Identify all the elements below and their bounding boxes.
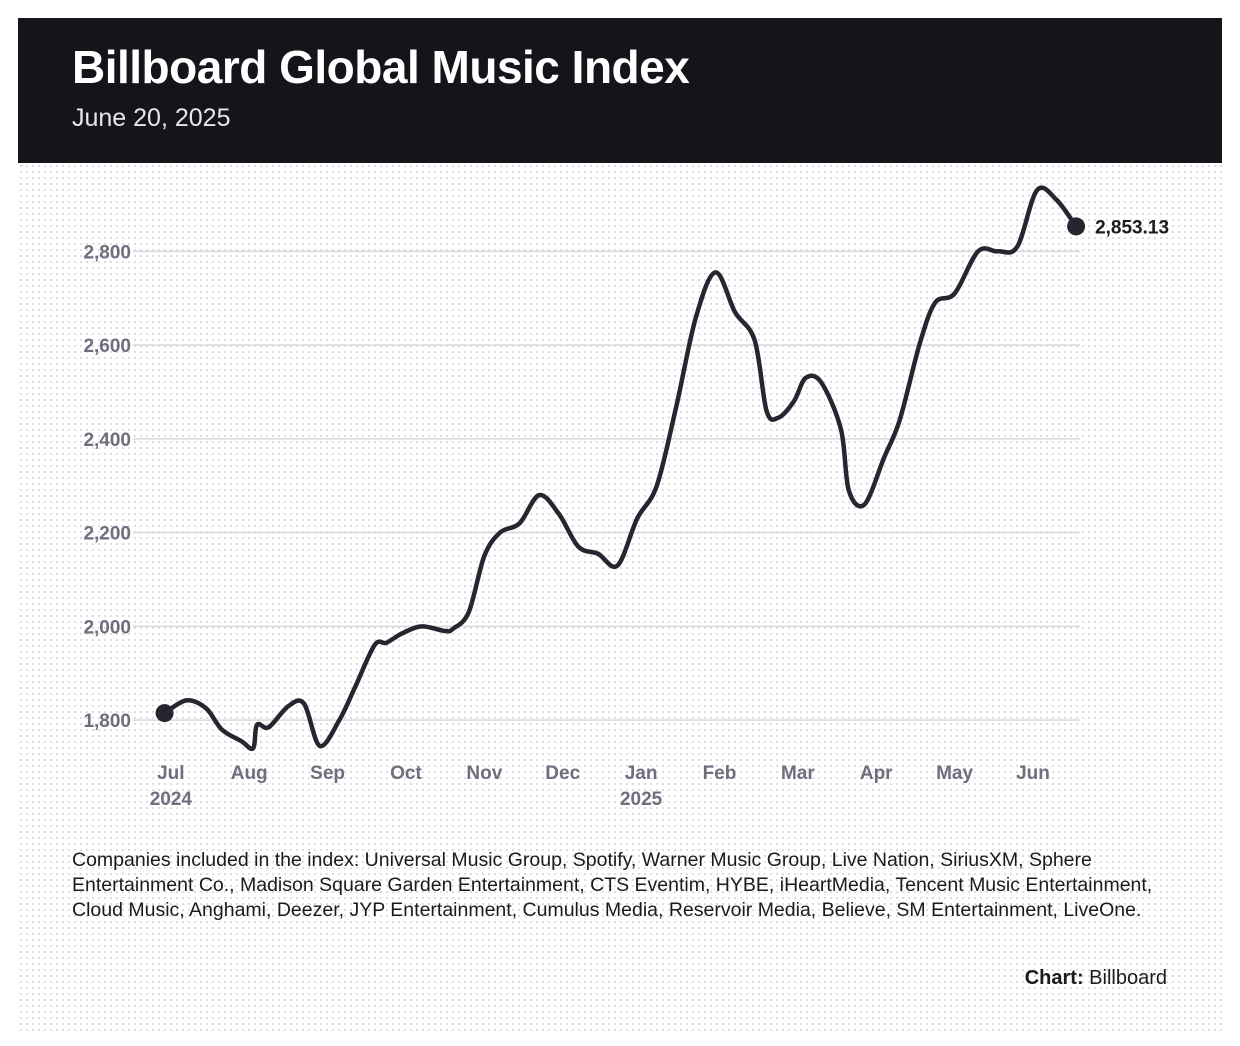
y-axis-labels: 1,800 2,000 2,200 2,400 2,600 2,800 (83, 242, 131, 732)
x-axis-labels: Jul 2024 Aug Sep Oct Nov Dec Jan 2025 Feb Mar Apr Ma… (150, 763, 1050, 810)
x-tick-year-label: 2024 (150, 789, 193, 810)
x-tick-label: Apr (860, 763, 893, 784)
x-tick-label: Feb (703, 763, 737, 784)
line-chart: 1,800 2,000 2,200 2,400 2,600 2,800 Jul 2024 Au… (83, 185, 1169, 810)
x-tick-label: May (936, 763, 973, 784)
chart-date: June 20, 2025 (72, 104, 231, 132)
start-point-marker (155, 704, 174, 723)
x-tick-year-label: 2025 (620, 789, 663, 810)
chart-title: Billboard Global Music Index (72, 41, 690, 93)
header-banner: Billboard Global Music Index June 20, 20… (18, 18, 1222, 163)
x-tick-label: Jan (625, 763, 658, 784)
x-tick-label: Jun (1016, 763, 1050, 784)
y-tick-label: 2,400 (83, 430, 131, 451)
x-tick-label: Jul (157, 763, 184, 784)
x-tick-label: Oct (390, 763, 422, 784)
y-tick-label: 2,600 (83, 336, 131, 357)
gridlines (133, 250, 1080, 721)
y-tick-label: 2,000 (83, 617, 131, 638)
x-tick-label: Nov (466, 763, 502, 784)
end-point-marker (1067, 217, 1086, 236)
x-tick-label: Aug (231, 763, 268, 784)
footnote-companies: Companies included in the index: Univers… (72, 849, 1153, 921)
x-tick-label: Sep (310, 763, 345, 784)
last-value-label: 2,853.13 (1095, 217, 1169, 238)
x-tick-label: Mar (781, 763, 815, 784)
credit-source: Billboard (1089, 967, 1167, 989)
index-line (162, 185, 1079, 752)
y-tick-label: 1,800 (83, 711, 131, 732)
credit-label: Chart: (1024, 967, 1084, 989)
chart-credit: Chart: Billboard (1025, 967, 1167, 990)
x-tick-label: Dec (545, 763, 580, 784)
chart-panel: 1,800 2,000 2,200 2,400 2,600 2,800 Jul 2024 Au… (18, 163, 1222, 1033)
y-tick-label: 2,200 (83, 524, 131, 545)
y-tick-label: 2,800 (83, 242, 131, 263)
